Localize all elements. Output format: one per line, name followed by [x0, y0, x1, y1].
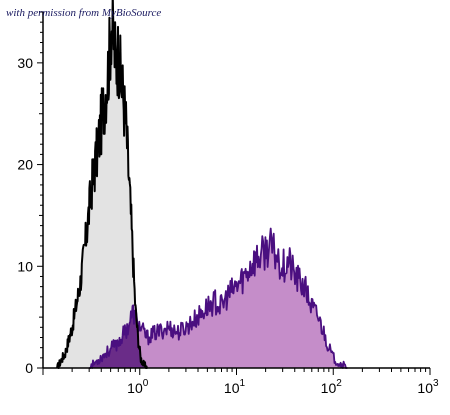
watermark-text: with permission from MyBioSource: [6, 7, 162, 19]
x-tick-label: 103: [417, 378, 439, 396]
x-tick-label: 102: [321, 378, 343, 396]
x-tick-label: 100: [127, 378, 149, 396]
stained-histogram-fill: [89, 228, 348, 368]
y-tick-label: 20: [17, 157, 33, 173]
x-tick-label: 101: [224, 378, 246, 396]
y-tick-label: 0: [25, 360, 33, 376]
control-histogram-line: [56, 0, 148, 369]
y-tick-label: 10: [17, 258, 33, 274]
stained-histogram-line: [89, 227, 348, 369]
control-histogram-fill: [57, 0, 148, 368]
y-tick-label: 30: [17, 55, 33, 71]
